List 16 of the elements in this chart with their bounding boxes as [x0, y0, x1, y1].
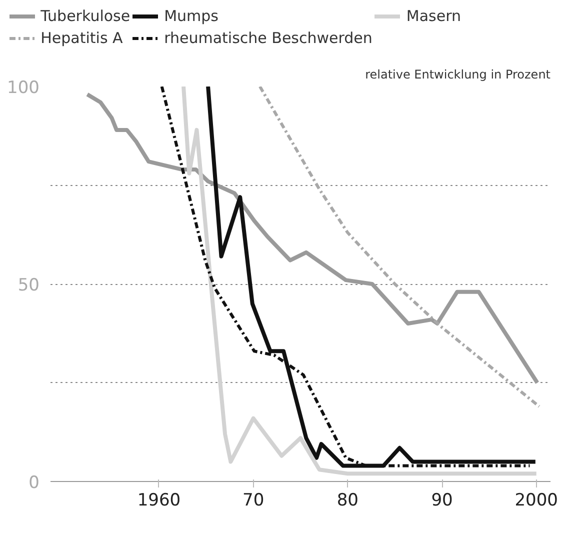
legend-label: Tuberkulose	[40, 7, 130, 25]
x-tick-label: 90	[431, 490, 453, 510]
text: relative Entwicklung in Prozent	[365, 68, 551, 82]
x-tick-label: 70	[242, 490, 264, 510]
legend-label: rheumatische Beschwerden	[164, 29, 372, 47]
legend-label: Mumps	[164, 7, 218, 25]
y-tick-label: 100	[7, 78, 40, 98]
x-tick-label: 1960	[137, 490, 181, 510]
legend-label: Hepatitis A	[40, 29, 123, 47]
legend-label: Masern	[406, 7, 461, 25]
y-tick-label: 50	[18, 276, 40, 296]
y-tick-label: 0	[28, 473, 40, 493]
line-series	[258, 86, 541, 408]
x-tick-label: 2000	[514, 490, 558, 510]
line-series	[85, 92, 540, 385]
x-tick-label: 80	[336, 490, 358, 510]
